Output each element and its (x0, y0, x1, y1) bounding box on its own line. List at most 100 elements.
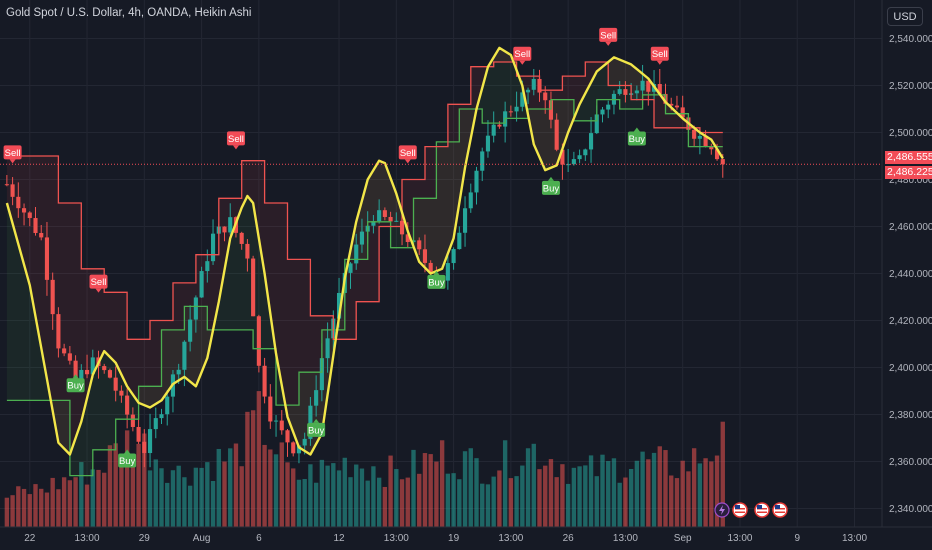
volume-bar (674, 478, 680, 527)
volume-bar (331, 463, 336, 527)
volume-bar (354, 464, 359, 527)
candle-body (102, 366, 107, 371)
candle-body (646, 80, 651, 92)
candle-body (336, 292, 342, 319)
volume-bar (548, 459, 554, 527)
signal-badge (307, 422, 326, 437)
candle-body (640, 80, 645, 91)
volume-bar (388, 455, 393, 527)
volume-bar (153, 459, 158, 527)
volume-bar (422, 453, 428, 527)
chart-title[interactable]: Gold Spot / U.S. Dollar, 4h, OANDA, Heik… (6, 7, 252, 19)
candle-body (314, 390, 319, 406)
candle-body (4, 184, 9, 186)
candle-body (543, 92, 548, 101)
candle-body (457, 232, 462, 250)
candle-body (67, 353, 72, 361)
candle-body (245, 243, 250, 259)
buy-signal[interactable]: Buy (66, 374, 85, 393)
candle-body (325, 338, 330, 359)
volume-bar (417, 473, 422, 527)
volume-bar (33, 484, 38, 527)
price-axis[interactable] (882, 0, 932, 550)
candle-body (674, 105, 680, 108)
buy-signal[interactable]: Buy (118, 449, 137, 468)
volume-bar (308, 464, 313, 527)
volume-bar (651, 452, 657, 527)
buy-signal[interactable]: Buy (627, 127, 646, 146)
buy-signal[interactable]: Buy (541, 176, 560, 195)
volume-bar (720, 421, 725, 527)
sell-signal[interactable]: Sell (89, 274, 108, 293)
candle-body (308, 405, 313, 439)
volume-bar (468, 448, 473, 527)
volume-bar (376, 477, 382, 527)
sell-signal[interactable]: Sell (650, 46, 669, 65)
volume-bar (222, 461, 227, 527)
candle-body (228, 217, 233, 233)
volume-bar (577, 466, 582, 527)
candle-body (359, 231, 365, 245)
signal-badge (427, 274, 446, 289)
lightning-icon-bolt (719, 505, 725, 515)
candle-body (90, 357, 95, 375)
candle-body (451, 249, 456, 264)
lightning-icon[interactable] (714, 502, 730, 518)
time-axis[interactable] (0, 527, 932, 550)
volume-bars (4, 391, 725, 527)
volume-bar (714, 455, 720, 527)
volume-bar (646, 459, 651, 527)
candle-body (680, 107, 685, 118)
candle-body (480, 151, 485, 171)
price-tick-label: 2,400.000 (889, 363, 932, 374)
signal-pointer (656, 60, 663, 65)
volume-bar (205, 462, 210, 527)
signal-badge (513, 46, 532, 61)
buy-signal[interactable]: Buy (427, 270, 446, 289)
candle-body (445, 263, 450, 281)
volume-bar (107, 445, 113, 527)
price-label-upper: 2,486.555 (885, 151, 932, 164)
candle-body (268, 396, 273, 422)
candle-body (285, 430, 290, 443)
time-tick-label: 22 (24, 533, 36, 544)
signal-pointer (9, 159, 16, 164)
volume-bar (273, 454, 279, 527)
signal-label: Sell (228, 134, 244, 145)
currency-button[interactable]: USD (887, 7, 923, 26)
candle-body (119, 390, 124, 396)
candle-body (239, 232, 244, 244)
price-label-lower: 2,486.225 (885, 166, 932, 179)
time-tick-label: 13:00 (613, 533, 638, 544)
candle-body (113, 377, 118, 391)
volume-bar (21, 488, 27, 527)
time-tick-label: 13:00 (384, 533, 409, 544)
sell-signal[interactable]: Sell (513, 46, 532, 65)
candle-body (571, 159, 576, 165)
us-flag-icon[interactable] (732, 502, 748, 518)
sell-signal[interactable]: Sell (226, 131, 245, 150)
candle-body (422, 249, 428, 263)
candle-body (371, 221, 376, 226)
volume-bar (611, 458, 617, 527)
volume-bar (394, 469, 399, 527)
candle-body (514, 106, 519, 112)
volume-bar (142, 433, 147, 527)
buy-signal[interactable]: Buy (307, 418, 326, 437)
volume-bar (525, 448, 531, 527)
sell-signal[interactable]: Sell (398, 145, 417, 164)
candle-body (39, 232, 44, 238)
us-flag-icon[interactable] (754, 502, 770, 518)
signal-pointer (232, 145, 239, 150)
volume-bar (10, 495, 15, 527)
candle-body (606, 104, 611, 110)
us-flag-icon[interactable] (772, 502, 788, 518)
time-tick-label: 29 (139, 533, 151, 544)
volume-bar (336, 470, 342, 527)
time-tick-label: 19 (448, 533, 460, 544)
sell-signal[interactable]: Sell (599, 27, 618, 46)
candle-body (176, 369, 181, 375)
sell-signal[interactable]: Sell (3, 145, 22, 164)
candle-body (130, 414, 135, 427)
